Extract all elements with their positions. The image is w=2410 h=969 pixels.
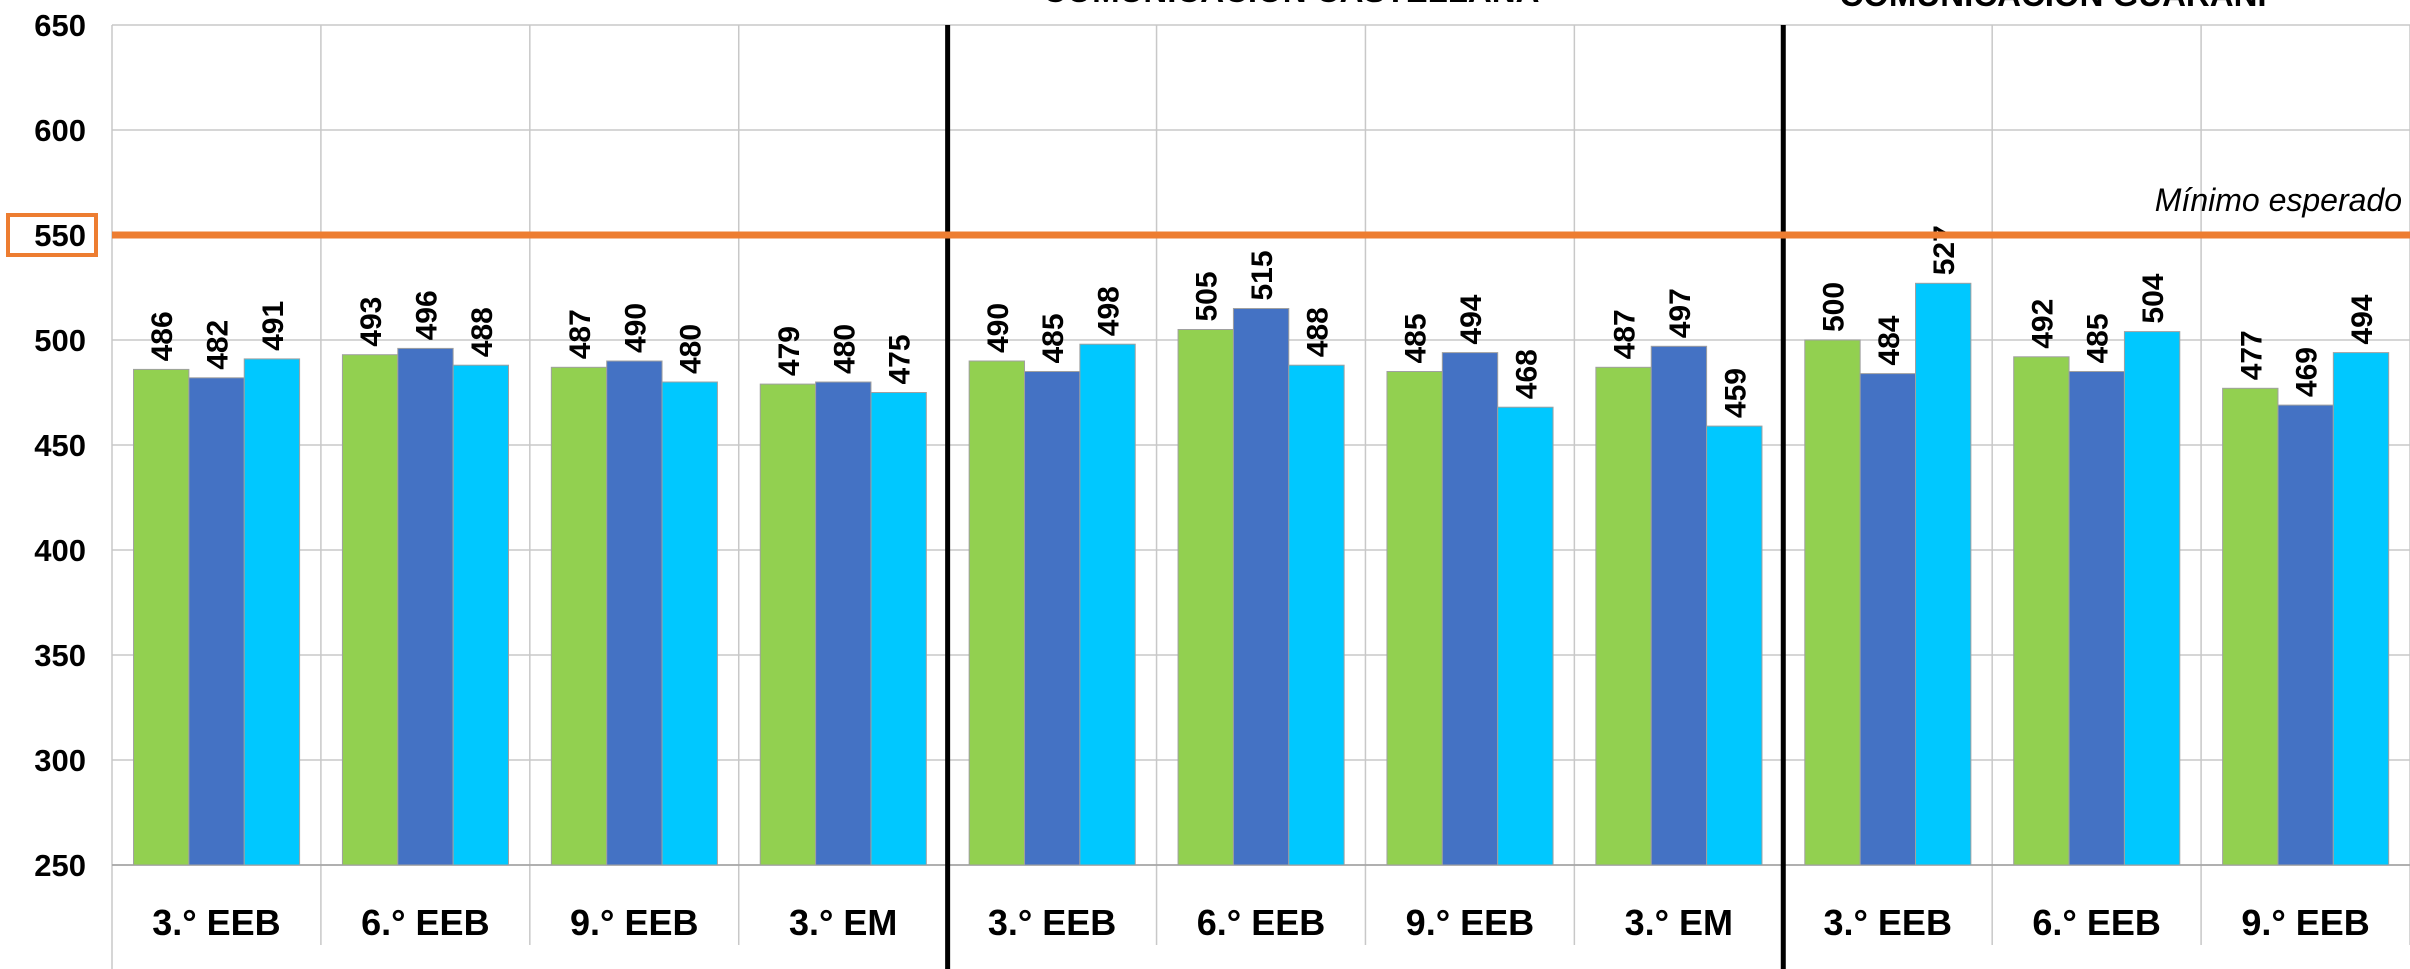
y-tick-label: 650 — [34, 8, 86, 43]
bar — [661, 381, 718, 866]
bar — [1859, 373, 1917, 866]
value-label: 505 — [1191, 271, 1224, 321]
value-label: 475 — [884, 334, 917, 384]
bar — [968, 360, 1026, 866]
bar — [1232, 308, 1290, 866]
group-title: COMUNICACIÓN CASTELLANA — [1043, 0, 1540, 9]
x-tick-label: 3.° EEB — [152, 902, 280, 943]
y-tick-label: 300 — [34, 743, 86, 778]
bar — [815, 381, 872, 866]
value-label: 498 — [1093, 286, 1126, 336]
value-label: 459 — [1719, 368, 1752, 418]
y-tick-label: 600 — [34, 113, 86, 148]
bar — [2277, 404, 2334, 866]
x-tick-label: 3.° EM — [1625, 902, 1733, 943]
bar — [2222, 387, 2279, 866]
value-label: 485 — [1400, 313, 1433, 363]
bar — [1650, 345, 1708, 866]
x-tick-label: 9.° EEB — [1406, 902, 1534, 943]
y-tick-label: 350 — [34, 638, 86, 673]
y-tick-label: 500 — [34, 323, 86, 358]
x-tick-label: 6.° EEB — [361, 902, 489, 943]
value-label: 479 — [773, 326, 806, 376]
bar — [1386, 371, 1443, 866]
bar — [1706, 425, 1763, 866]
bar — [2013, 356, 2070, 866]
value-label: 515 — [1246, 250, 1279, 300]
x-tick-label: 3.° EEB — [1824, 902, 1952, 943]
bar — [1497, 406, 1554, 866]
x-tick-label: 6.° EEB — [1197, 902, 1325, 943]
group-title: COMUNICACIÓN GUARANÍ — [1839, 0, 2267, 13]
tick-highlight — [6, 213, 98, 257]
bar — [1079, 343, 1136, 866]
value-label: 490 — [982, 303, 1015, 353]
value-label: 487 — [564, 309, 597, 359]
x-tick-label: 3.° EM — [789, 902, 897, 943]
bar — [1177, 329, 1234, 866]
x-tick-label: 6.° EEB — [2032, 902, 2160, 943]
value-label: 468 — [1510, 349, 1543, 399]
bar — [2068, 371, 2125, 866]
bar — [1804, 339, 1861, 866]
x-tick-label: 3.° EEB — [988, 902, 1116, 943]
bar — [606, 360, 663, 866]
x-tick-label: 9.° EEB — [2241, 902, 2369, 943]
bar — [133, 368, 190, 866]
y-tick-label: 400 — [34, 533, 86, 568]
bar — [188, 377, 245, 866]
bar — [2123, 331, 2181, 866]
bar — [341, 354, 399, 866]
x-tick-label: 9.° EEB — [570, 902, 698, 943]
value-label: 504 — [2137, 273, 2170, 323]
value-label: 494 — [1455, 294, 1488, 344]
value-label: 477 — [2235, 330, 2268, 380]
y-tick-label: 450 — [34, 428, 86, 463]
bar — [397, 347, 454, 866]
value-label: 491 — [257, 301, 290, 351]
y-tick-label: 250 — [34, 848, 86, 883]
value-label: 494 — [2346, 294, 2379, 344]
bar — [1024, 371, 1081, 866]
bar — [243, 358, 301, 866]
value-label: 500 — [1817, 282, 1850, 332]
value-label: 493 — [355, 297, 388, 347]
value-label: 488 — [466, 307, 499, 357]
value-label: 492 — [2026, 299, 2059, 349]
bar — [759, 383, 817, 866]
value-label: 482 — [202, 320, 235, 370]
bar — [2332, 352, 2390, 866]
bar — [1595, 366, 1652, 866]
value-label: 480 — [828, 324, 861, 374]
reference-label: Mínimo esperado — [2155, 182, 2402, 218]
value-label: 486 — [146, 311, 179, 361]
bar — [550, 366, 608, 866]
bar — [452, 364, 510, 866]
y-tick-label: 550 — [34, 218, 86, 253]
value-label: 480 — [675, 324, 708, 374]
value-label: 485 — [2082, 313, 2115, 363]
bar — [1915, 282, 1972, 866]
value-label: 488 — [1301, 307, 1334, 357]
value-label: 485 — [1037, 313, 1070, 363]
value-label: 484 — [1873, 315, 1906, 365]
bar — [1441, 352, 1499, 866]
value-label: 496 — [410, 290, 443, 340]
value-label: 469 — [2291, 347, 2324, 397]
value-label: 490 — [619, 303, 652, 353]
bar — [1288, 364, 1345, 866]
value-label: 487 — [1609, 309, 1642, 359]
bar — [870, 392, 927, 866]
value-label: 497 — [1664, 288, 1697, 338]
